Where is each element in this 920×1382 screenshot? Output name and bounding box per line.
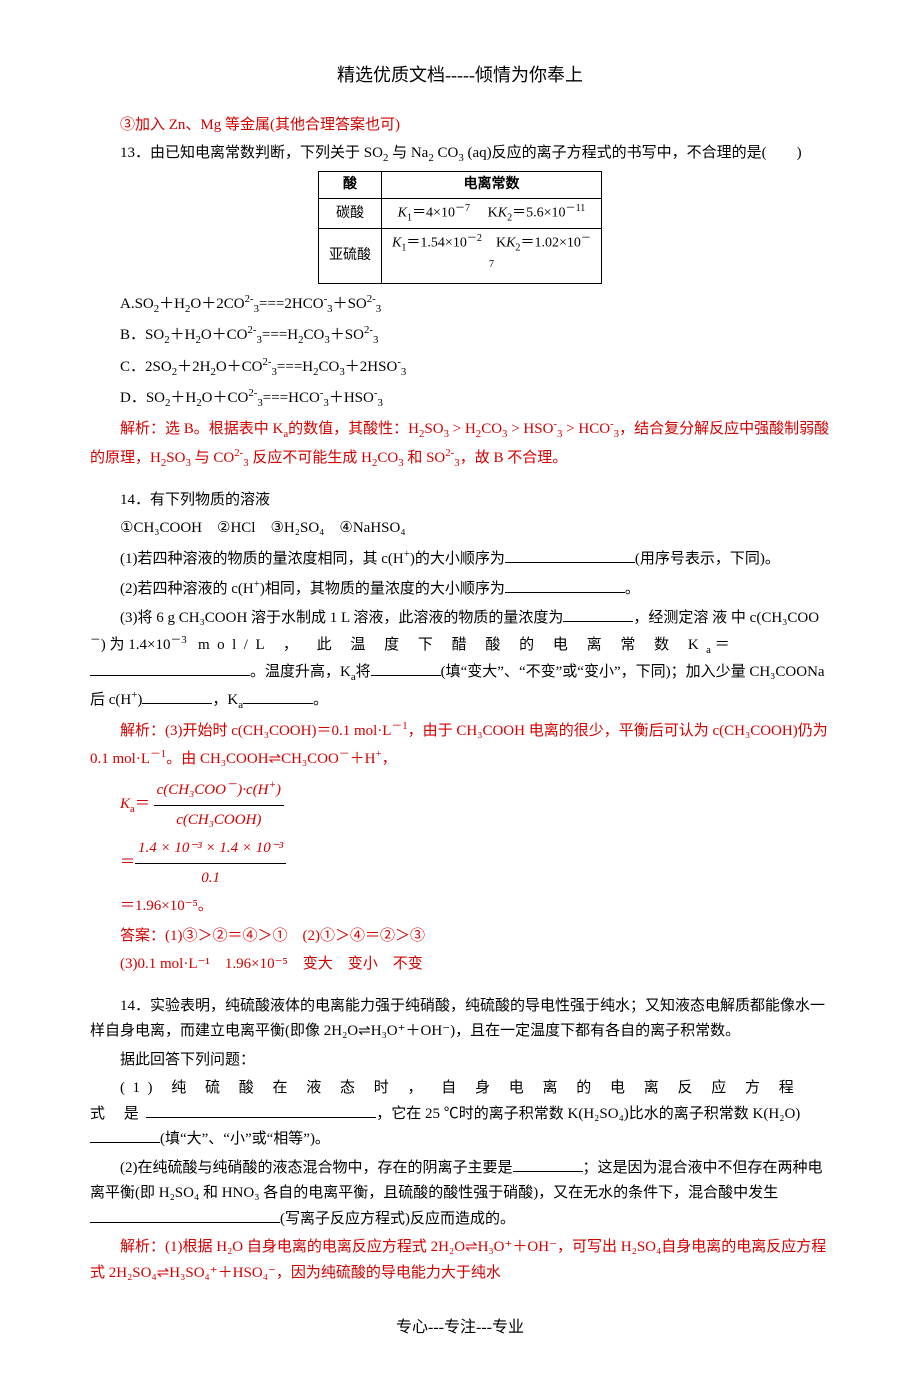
q14a-items: ①CH₃COOH ②HCl ③H₂SO₄ ④NaHSO₄ (90, 516, 830, 542)
row-sulfurous-acid: 亚硫酸 (319, 228, 382, 283)
text: CO (438, 145, 459, 161)
q13-option-a: A.SO2＋H2O＋2CO2-3===2HCO-3＋SO2-3 (90, 290, 830, 318)
q14a-analysis: 解析：(3)开始时 c(CH₃COOH)＝0.1 mol·L－1，由于 CH₃C… (90, 717, 830, 772)
q13-option-c: C．2SO2＋2H2O＋CO2-3===H2CO3＋2HSO-3 (90, 353, 830, 381)
q13-option-d: D．SO2＋H2O＋CO2-3===HCO-3＋HSO-3 (90, 384, 830, 412)
q13-analysis: 解析：选 B。根据表中 Ka的数值，其酸性：H2SO3 > H2CO3 > HS… (90, 415, 830, 472)
th-constant: 电离常数 (382, 172, 602, 199)
q14a-result: ＝1.96×10⁻⁵。 (120, 892, 830, 921)
q14a-sub3: (3)将 6 g CH₃COOH 溶于水制成 1 L 溶液，此溶液的物质的量浓度… (90, 606, 830, 715)
q14b-sub1: (1) 纯 硫 酸 在 液 态 时 ， 自 身 电 离 的 电 离 反 应 方 … (90, 1076, 830, 1153)
q14b-stem: 14．实验表明，纯硫酸液体的电离能力强于纯硝酸，纯硫酸的导电性强于纯水；又知液态… (90, 994, 830, 1045)
ionization-constants-table: 酸 电离常数 碳酸 K1＝4×10－7 KK2＝5.6×10－11 亚硫酸 K1… (318, 171, 602, 283)
row-carbonic-acid: 碳酸 (319, 199, 382, 229)
q14a-ka-formula: Ka＝ c(CH₃COO－)·c(H+) c(CH₃COOH) (120, 775, 830, 834)
q12-answer-extra: ③加入 Zn、Mg 等金属(其他合理答案也可) (90, 113, 830, 139)
q14a-answer-2: (3)0.1 mol·L⁻¹ 1.96×10⁻⁵ 变大 变小 不变 (90, 952, 830, 978)
row-carbonic-val: K1＝4×10－7 KK2＝5.6×10－11 (382, 199, 602, 229)
th-acid: 酸 (319, 172, 382, 199)
text: 与 Na (392, 145, 428, 161)
q14a-sub1: (1)若四种溶液的物质的量浓度相同，其 c(H+)的大小顺序为(用序号表示，下同… (90, 545, 830, 573)
q14b-intro: 据此回答下列问题： (90, 1048, 830, 1074)
text: (aq)反应的离子方程式的书写中，不合理的是( ) (468, 145, 802, 161)
q14a-calc: ＝ 1.4 × 10⁻³ × 1.4 × 10⁻³ 0.1 (120, 834, 830, 892)
text: 13．由已知电离常数判断，下列关于 SO (120, 145, 383, 161)
row-sulfurous-val: K1＝1.54×10－2 KK2＝1.02×10－7 (382, 228, 602, 283)
q14b-sub2: (2)在纯硫酸与纯硝酸的液态混合物中，存在的阴离子主要是；这是因为混合液中不但存… (90, 1156, 830, 1233)
q13-stem: 13．由已知电离常数判断，下列关于 SO2 与 Na2 CO3 (aq)反应的离… (90, 141, 830, 167)
page-footer: 专心---专注---专业 (90, 1314, 830, 1341)
page-header: 精选优质文档-----倾情为你奉上 (90, 60, 830, 91)
q14b-analysis: 解析：(1)根据 H₂O 自身电离的电离反应方程式 2H₂O⇌H₃O⁺＋OH⁻，… (90, 1235, 830, 1286)
q14a-sub2: (2)若四种溶液的 c(H+)相同，其物质的量浓度的大小顺序为。 (90, 575, 830, 603)
q14a-stem: 14．有下列物质的溶液 (90, 488, 830, 514)
q13-option-b: B．SO2＋H2O＋CO2-3===H2CO3＋SO2-3 (90, 321, 830, 349)
q14a-answer-1: 答案：(1)③＞②＝④＞① (2)①＞④＝②＞③ (90, 924, 830, 950)
